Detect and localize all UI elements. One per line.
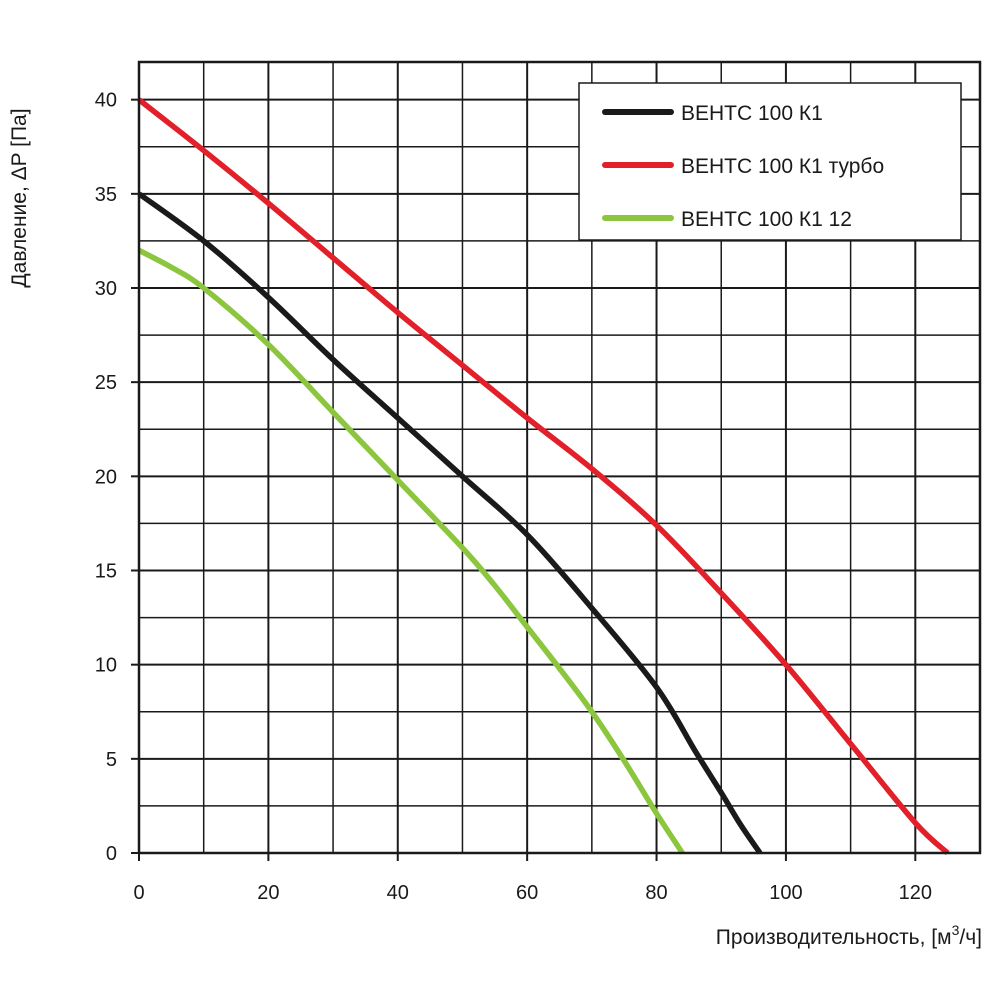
y-axis-label: Давление, ΔP [Па] [8,108,31,287]
series-line-3 [137,247,685,855]
x-axis-label: Производительность, [м3/ч] [716,922,982,949]
y-tick-label: 40 [95,90,117,112]
x-axis-label-main: Производительность, [м [716,926,952,949]
y-tick-label: 10 [95,655,117,677]
series-lines [137,97,950,856]
legend-label-3: ВЕНТС 100 К1 12 [681,208,852,231]
legend-label-1: ВЕНТС 100 К1 [681,102,823,125]
y-tick-label: 5 [106,749,117,771]
x-tick-label: 80 [645,882,667,904]
y-tick-label: 25 [95,372,117,394]
y-tick-label: 20 [95,466,117,488]
x-tick-label: 0 [133,882,144,904]
x-tick-label: 120 [899,882,932,904]
x-tick-label: 20 [257,882,279,904]
plot-frame [137,60,982,855]
x-tick-label: 100 [769,882,802,904]
series-line-1 [137,191,763,855]
tick-labels: 0 20 40 60 80 100 120 0 5 10 15 20 25 30 35 40 [95,90,932,904]
y-tick-label: 15 [95,561,117,583]
x-tick-label: 60 [516,882,538,904]
x-tick-label: 40 [387,882,409,904]
y-tick-label: 0 [106,843,117,865]
x-axis-label-suffix: /ч] [959,926,982,949]
legend-label-2: ВЕНТС 100 К1 турбо [681,155,884,178]
y-tick-label: 35 [95,184,117,206]
series-line-2 [137,97,950,856]
y-tick-label: 30 [95,278,117,300]
legend: ВЕНТС 100 К1 ВЕНТС 100 К1 турбо ВЕНТС 100 … [578,82,962,241]
x-axis-label-superscript: 3 [952,922,960,938]
